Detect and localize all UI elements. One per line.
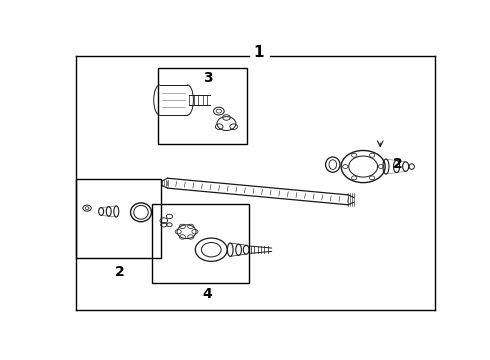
Bar [75, 179, 161, 258]
Text: 1: 1 [253, 45, 264, 60]
Circle shape [343, 165, 348, 168]
Text: 2: 2 [115, 265, 125, 279]
Circle shape [351, 153, 357, 157]
Circle shape [369, 176, 375, 180]
Bar [158, 68, 247, 144]
Circle shape [369, 153, 375, 157]
Circle shape [351, 176, 357, 180]
Circle shape [378, 165, 384, 168]
Bar [152, 204, 249, 283]
Text: 4: 4 [202, 287, 212, 301]
Text: 2: 2 [392, 157, 402, 171]
Text: 3: 3 [203, 71, 212, 85]
